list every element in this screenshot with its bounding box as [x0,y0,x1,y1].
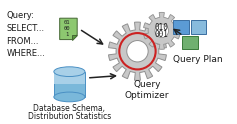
Polygon shape [60,18,77,40]
Ellipse shape [54,92,85,102]
Text: Query
Optimizer: Query Optimizer [125,80,169,100]
Text: WHERE...: WHERE... [6,49,45,58]
Polygon shape [109,22,166,80]
Text: 1: 1 [65,32,69,37]
FancyBboxPatch shape [173,20,189,34]
Text: SELECT...: SELECT... [6,24,44,33]
Text: 00: 00 [64,26,70,31]
FancyBboxPatch shape [182,36,198,49]
Text: 01: 01 [64,20,70,25]
Text: FROM...: FROM... [6,37,39,46]
Circle shape [155,24,169,38]
Polygon shape [72,35,77,40]
Ellipse shape [54,67,85,77]
Text: Database Schema,: Database Schema, [33,104,105,113]
Circle shape [127,41,148,62]
Polygon shape [144,12,180,49]
Text: Distribution Statistics: Distribution Statistics [28,112,111,122]
Text: 001: 001 [155,30,169,39]
Text: Query Plan: Query Plan [173,55,223,64]
Text: Query:: Query: [6,11,34,20]
FancyBboxPatch shape [191,20,206,34]
FancyBboxPatch shape [54,72,85,84]
Text: 010: 010 [155,23,169,32]
FancyBboxPatch shape [54,72,85,97]
